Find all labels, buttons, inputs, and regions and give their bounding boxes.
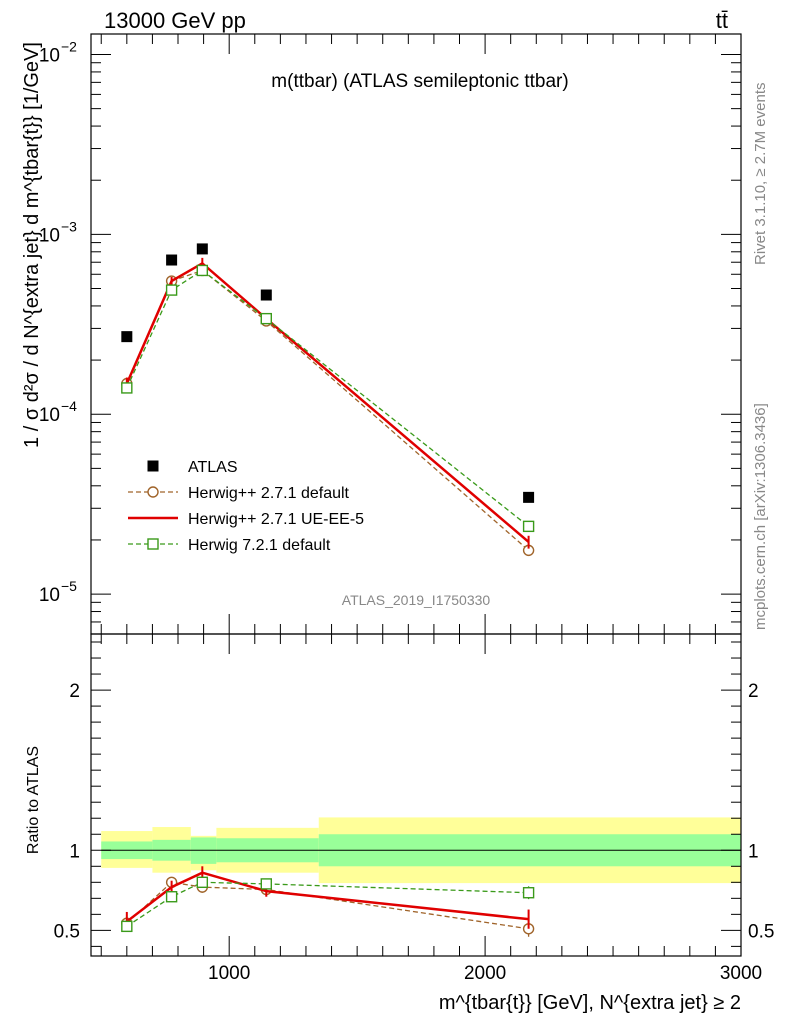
data-point [166,254,178,266]
data-point [260,289,272,301]
legend-label: Herwig++ 2.7.1 UE-EE-5 [188,511,364,528]
series-line [126,269,530,551]
x-tick-label: 1000 [208,963,250,984]
legend: ATLAS Herwig++ 2.7.1 default Herwig++ 2.7.… [128,459,364,554]
ratio-bands [101,817,741,884]
rivet-version-label: Rivet 3.1.10, ≥ 2.7M events [752,83,769,266]
y-tick-exponent: −3 [61,218,77,234]
series-marker [522,520,535,533]
y-tick-label: 0.5 [54,921,80,942]
main-y-axis-label: 1 / σ d²σ / d N^{extra jet} d m^{tbar{t}… [21,42,43,448]
series-marker [196,876,209,889]
legend-marker [147,538,159,550]
x-axis-label: m^{tbar{t}} [GeV], N^{extra jet} ≥ 2 [439,992,741,1014]
legend-label: Herwig 7.2.1 default [188,537,331,554]
y-tick-label: 10 [39,405,60,426]
ratio-frame [90,633,742,957]
series-marker [260,878,272,890]
series-line [126,881,529,927]
y-tick-label: 10 [39,585,60,606]
header-energy-label: 13000 GeV pp [104,8,246,33]
main-axes: 10−510−410−310−2 [39,34,742,635]
y-tick-label: 10 [39,225,60,246]
data-point [523,491,535,503]
series-marker [165,891,178,903]
ratio-series-group [121,866,535,937]
legend-label: ATLAS [188,459,238,476]
series-marker [196,264,209,277]
data-point [121,331,133,343]
legend-label: Herwig++ 2.7.1 default [188,485,350,502]
y-tick-exponent: −4 [61,398,77,414]
y-tick-label: 2 [69,681,80,702]
chart-title: m(ttbar) (ATLAS semileptonic ttbar) [271,71,568,92]
data-point [196,243,208,255]
legend-marker [147,460,159,472]
series-marker [522,887,535,899]
y-tick-label-right: 2 [748,681,759,702]
x-tick-label: 3000 [720,963,762,984]
mcplots-label: mcplots.cern.ch [arXiv:1306.3436] [752,403,769,630]
y-tick-label-right: 1 [748,841,759,862]
y-tick-label: 1 [69,841,80,862]
y-tick-label: 10 [39,45,60,66]
legend-marker [147,486,159,498]
analysis-label: ATLAS_2019_I1750330 [342,592,491,608]
series-marker [121,382,133,394]
header-process-label: tt̄ [716,8,728,33]
y-tick-label-right: 0.5 [748,921,774,942]
series-line [126,881,529,930]
main-series-group [121,243,535,557]
series-marker [165,284,178,296]
series-marker [121,920,133,933]
y-tick-exponent: −2 [61,38,77,54]
series-marker [260,312,272,325]
ratio-y-axis-label: Ratio to ATLAS [25,746,42,854]
y-tick-exponent: −5 [61,578,77,594]
ratio-axes: 1000 2000 3000 0.5 0.5 1 1 2 2 [54,614,774,984]
x-tick-label: 2000 [464,963,506,984]
